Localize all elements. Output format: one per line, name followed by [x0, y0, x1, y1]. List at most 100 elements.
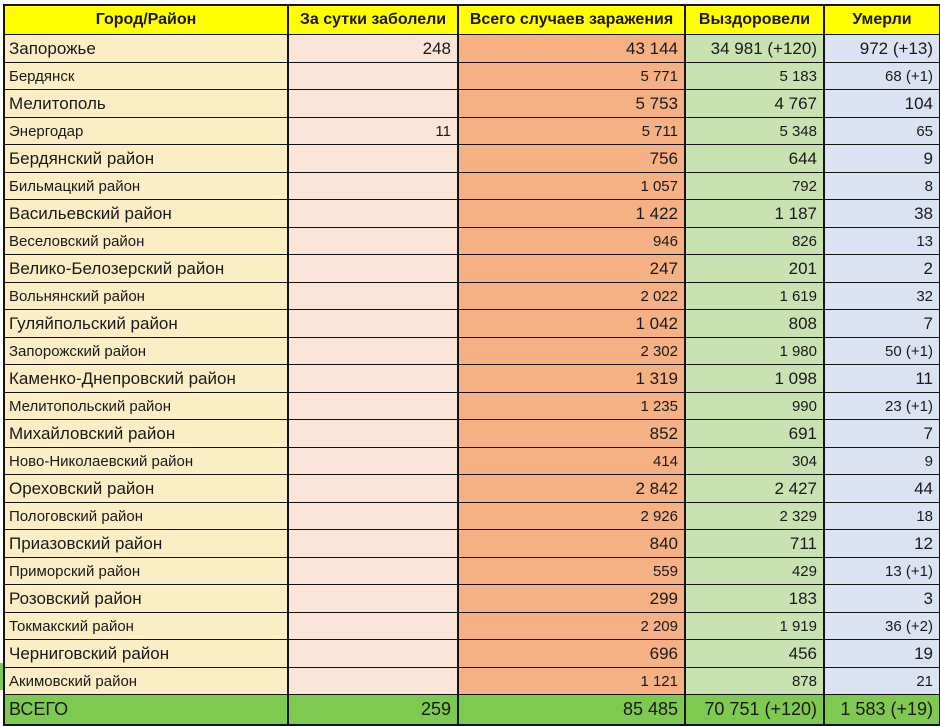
daily-cases-cell: [287, 529, 459, 558]
total-row: ВСЕГО 259 85 485 70 751 (+120) 1 583 (+1…: [3, 694, 940, 726]
deaths-cell: 18: [823, 502, 940, 530]
total-cases-cell: 5 711: [457, 117, 686, 145]
daily-cases-cell: [287, 612, 459, 640]
region-name-cell: Мелитопольский район: [3, 392, 289, 420]
deaths-cell: 12: [823, 529, 940, 558]
region-name-cell: Мелитополь: [3, 89, 289, 118]
region-name-cell: Михайловский район: [3, 419, 289, 448]
total-cases-cell: 2 842: [457, 474, 686, 503]
deaths-cell: 7: [823, 309, 940, 338]
recovered-cell: 990: [684, 392, 825, 420]
deaths-cell: 32: [823, 282, 940, 310]
daily-cases-cell: [287, 337, 459, 365]
daily-cases-cell: [287, 172, 459, 200]
total-cases-cell: 2 302: [457, 337, 686, 365]
table-row: Запорожье 248 43 144 34 981 (+120) 972 (+13): [3, 34, 940, 63]
daily-cases-cell: [287, 89, 459, 118]
region-name-cell: Каменко-Днепровский район: [3, 364, 289, 393]
recovered-cell: 5 348: [684, 117, 825, 145]
table-row: Вольнянский район 2 022 1 619 32: [3, 282, 940, 310]
deaths-cell: 972 (+13): [823, 34, 940, 63]
daily-cases-cell: [287, 254, 459, 283]
region-name-cell: Ореховский район: [3, 474, 289, 503]
table-row: Васильевский район 1 422 1 187 38: [3, 199, 940, 228]
total-cases-cell: 852: [457, 419, 686, 448]
deaths-cell: 50 (+1): [823, 337, 940, 365]
recovered-cell: 456: [684, 639, 825, 668]
region-name-cell: Токмакский район: [3, 612, 289, 640]
daily-cases-cell: [287, 474, 459, 503]
total-cases-cell: 5 771: [457, 62, 686, 90]
table-row: Токмакский район 2 209 1 919 36 (+2): [3, 612, 940, 640]
table-row: Энергодар 11 5 711 5 348 65: [3, 117, 940, 145]
deaths-cell: 38: [823, 199, 940, 228]
table-footer: ВСЕГО 259 85 485 70 751 (+120) 1 583 (+1…: [3, 694, 940, 726]
header-city-district: Город/Район: [3, 4, 289, 35]
daily-cases-cell: [287, 584, 459, 613]
total-cases-cell: 247: [457, 254, 686, 283]
table-row: Розовский район 299 183 3: [3, 584, 940, 613]
region-name-cell: Вольнянский район: [3, 282, 289, 310]
daily-cases-cell: [287, 199, 459, 228]
recovered-cell: 1 098: [684, 364, 825, 393]
region-name-cell: Черниговский район: [3, 639, 289, 668]
table-row: Каменко-Днепровский район 1 319 1 098 11: [3, 364, 940, 393]
covid-stats-table: Город/Район За сутки заболели Всего случ…: [3, 4, 940, 726]
table-row: Веселовский район 946 826 13: [3, 227, 940, 255]
total-cases-cell: 1 057: [457, 172, 686, 200]
table-row: Гуляйпольский район 1 042 808 7: [3, 309, 940, 338]
deaths-cell: 21: [823, 667, 940, 695]
recovered-cell: 1 187: [684, 199, 825, 228]
total-cases-cell: 414: [457, 447, 686, 475]
region-name-cell: Веселовский район: [3, 227, 289, 255]
total-deaths-cell: 1 583 (+19): [823, 694, 940, 726]
region-name-cell: Пологовский район: [3, 502, 289, 530]
daily-cases-cell: 11: [287, 117, 459, 145]
region-name-cell: Акимовский район: [3, 667, 289, 695]
region-name-cell: Гуляйпольский район: [3, 309, 289, 338]
recovered-cell: 808: [684, 309, 825, 338]
header-total-cases: Всего случаев заражения: [457, 4, 686, 35]
total-cases-cell: 1 042: [457, 309, 686, 338]
total-cases-cell: 85 485: [457, 694, 686, 726]
table-row: Бердянск 5 771 5 183 68 (+1): [3, 62, 940, 90]
deaths-cell: 19: [823, 639, 940, 668]
daily-cases-cell: 248: [287, 34, 459, 63]
daily-cases-cell: [287, 282, 459, 310]
table-row: Велико-Белозерский район 247 201 2: [3, 254, 940, 283]
table-row: Черниговский район 696 456 19: [3, 639, 940, 668]
daily-cases-cell: [287, 639, 459, 668]
header-deaths: Умерли: [823, 4, 940, 35]
table-body: Запорожье 248 43 144 34 981 (+120) 972 (+13)…: [3, 34, 940, 695]
table-header: Город/Район За сутки заболели Всего случ…: [3, 4, 940, 35]
deaths-cell: 9: [823, 144, 940, 173]
region-name-cell: Велико-Белозерский район: [3, 254, 289, 283]
deaths-cell: 7: [823, 419, 940, 448]
total-cases-cell: 1 235: [457, 392, 686, 420]
total-cases-cell: 299: [457, 584, 686, 613]
deaths-cell: 13 (+1): [823, 557, 940, 585]
daily-cases-cell: [287, 557, 459, 585]
table-row: Запорожский район 2 302 1 980 50 (+1): [3, 337, 940, 365]
header-recovered: Выздоровели: [684, 4, 825, 35]
region-name-cell: Запорожье: [3, 34, 289, 63]
total-cases-cell: 946: [457, 227, 686, 255]
total-cases-cell: 2 022: [457, 282, 686, 310]
recovered-cell: 2 427: [684, 474, 825, 503]
region-name-cell: Приморский район: [3, 557, 289, 585]
total-daily-cell: 259: [287, 694, 459, 726]
table-row: Акимовский район 1 121 878 21: [3, 667, 940, 695]
deaths-cell: 65: [823, 117, 940, 145]
deaths-cell: 3: [823, 584, 940, 613]
header-row: Город/Район За сутки заболели Всего случ…: [3, 4, 940, 35]
recovered-cell: 2 329: [684, 502, 825, 530]
recovered-cell: 4 767: [684, 89, 825, 118]
recovered-cell: 644: [684, 144, 825, 173]
deaths-cell: 11: [823, 364, 940, 393]
daily-cases-cell: [287, 419, 459, 448]
recovered-cell: 1 980: [684, 337, 825, 365]
daily-cases-cell: [287, 227, 459, 255]
daily-cases-cell: [287, 667, 459, 695]
region-name-cell: Бильмацкий район: [3, 172, 289, 200]
deaths-cell: 68 (+1): [823, 62, 940, 90]
